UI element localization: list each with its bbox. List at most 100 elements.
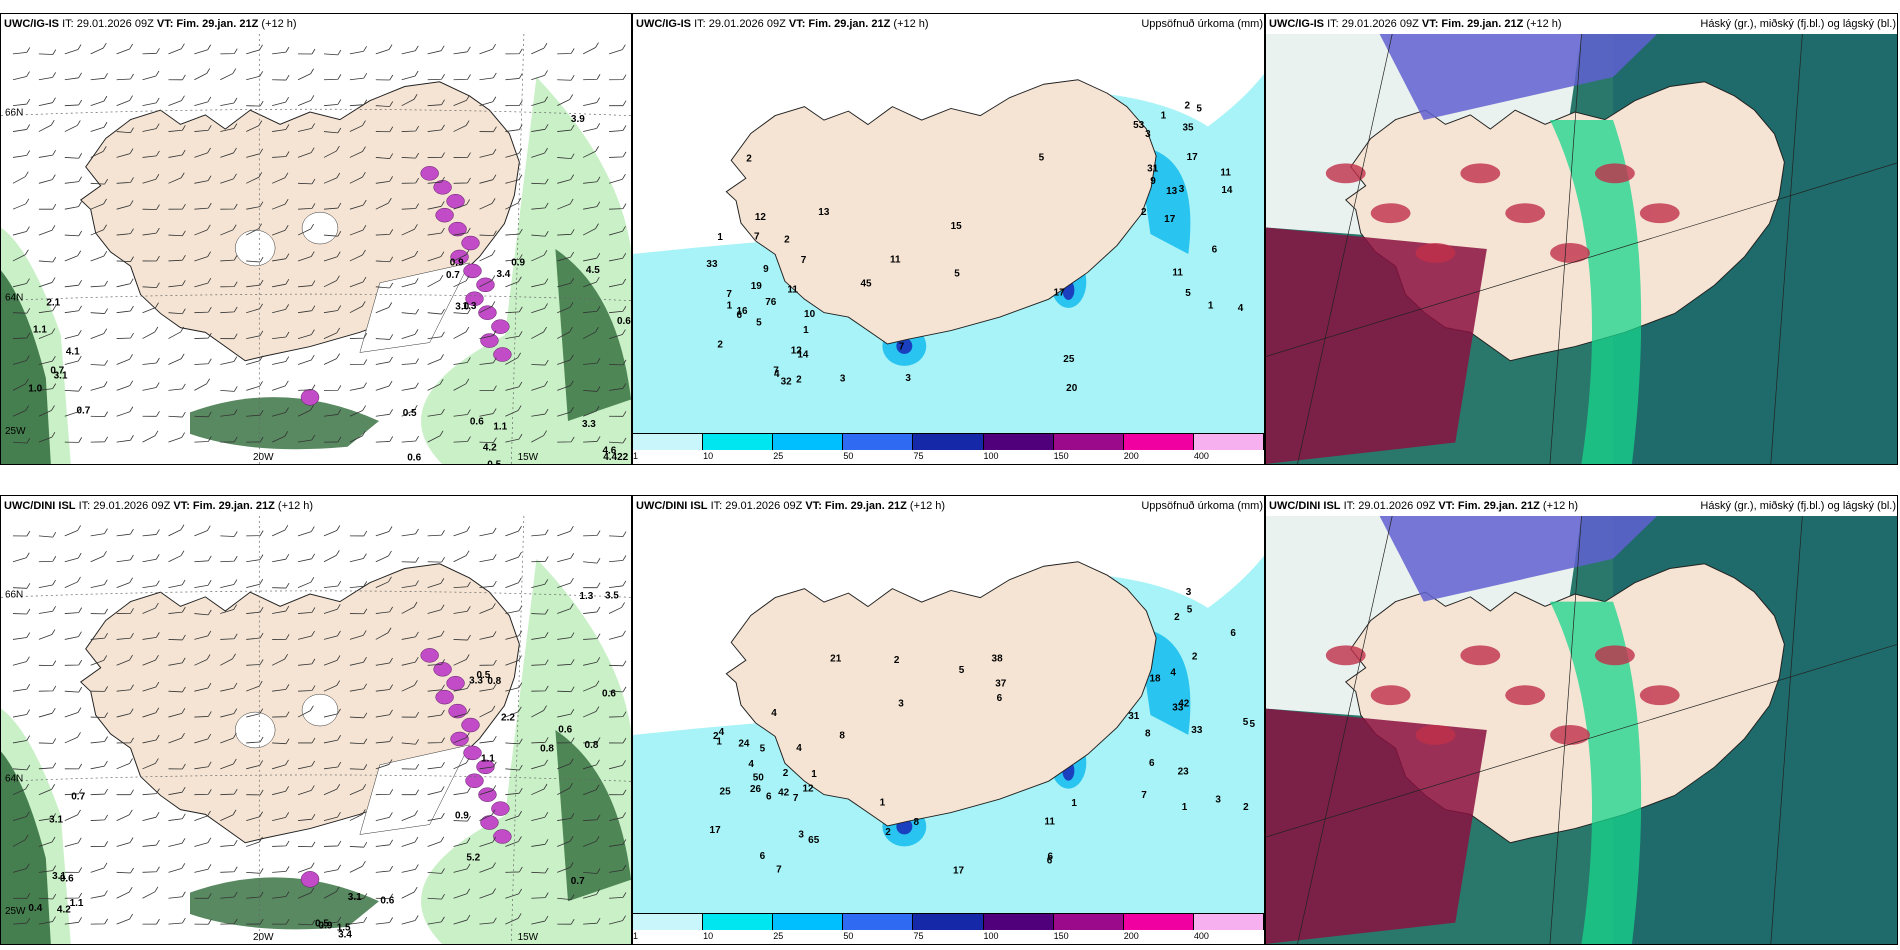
snow-patch [301, 693, 339, 727]
value-label: 6 [1047, 851, 1053, 862]
value-label: 16 [736, 306, 748, 317]
value-label: 6 [1230, 628, 1236, 639]
model-name: UWC/IG-IS [4, 18, 59, 30]
low-cloud-patch [1415, 243, 1456, 263]
value-label: 0.6 [470, 416, 484, 427]
value-label: 1.1 [33, 325, 47, 336]
value-label: 5 [756, 318, 762, 329]
value-label: 0.6 [602, 689, 616, 700]
init-time: IT: 29.01.2026 09Z [710, 500, 803, 512]
value-label: 17 [1187, 152, 1199, 163]
value-label: 4 [748, 759, 754, 770]
panel-wind-igis: UWC/IG-IS IT: 29.01.2026 09Z VT: Fim. 29… [0, 13, 632, 465]
panel-header: UWC/IG-IS IT: 29.01.2026 09Z VT: Fim. 29… [1, 14, 631, 34]
colorbar-swatch [1123, 914, 1194, 930]
colorbar-swatch [983, 914, 1054, 930]
value-label: 1 [717, 232, 723, 243]
value-label: 25 [720, 787, 732, 798]
value-label: 0.4 [28, 903, 42, 914]
value-label: 0.6 [380, 896, 394, 907]
precip-colorbar: 1 10 25 50 75 100 150 200 400 [633, 913, 1264, 944]
convective-cell [491, 319, 510, 334]
value-label: 1 [1182, 802, 1188, 813]
wind-barbs [12, 42, 627, 444]
convective-cell [480, 815, 499, 830]
value-label: 7 [899, 341, 905, 352]
wind-value-labels: 0.43.53.12.23.10.61.50.90.70.60.50.50.60… [28, 590, 619, 944]
value-label: 10 [804, 309, 816, 320]
map-wind[interactable]: 66N 64N 25W 20W 15W 0.7 0.6 0.6 0.9 2.1 4.6 1.1 3.0 3… [1, 34, 631, 464]
value-label: 1 [727, 301, 733, 312]
lon-label: 25W [5, 906, 26, 917]
value-label: 33 [706, 259, 718, 270]
value-label: 1.3 [579, 591, 593, 602]
precip-map-svg: 2212313342374250115665243818172623252133… [633, 516, 1264, 914]
value-label: 4 [771, 708, 777, 719]
value-label: 17 [710, 825, 722, 836]
map-precip[interactable]: 1 1 5 9 1 1 3 3 2 15 35 2 5 6 7 11 17 19 25 31 33 45 53 32 3 2 4 2 1… [633, 34, 1264, 434]
value-label: 0.8 [487, 676, 501, 687]
convective-cell [491, 801, 510, 816]
value-label: 5 [1243, 717, 1249, 728]
wind-barbs [12, 524, 627, 926]
init-time: IT: 29.01.2026 09Z [1327, 18, 1419, 30]
colorbar-swatch [1193, 434, 1264, 450]
map-clouds[interactable] [1266, 34, 1897, 464]
value-label: 3.1 [49, 815, 63, 826]
value-label: 4.5 [586, 265, 600, 276]
lead-time: (+12 h) [1542, 500, 1579, 512]
panel-precip-dini: UWC/DINI ISL IT: 29.01.2026 09Z VT: Fim.… [632, 495, 1265, 945]
colorbar-tick: 10 [703, 451, 714, 461]
colorbar-swatch [703, 434, 774, 450]
value-label: 3 [898, 699, 904, 710]
value-label: 32 [781, 377, 793, 388]
low-cloud-patch [1550, 243, 1590, 263]
iceland-landmass [725, 561, 1157, 827]
map-clouds[interactable] [1266, 516, 1897, 944]
value-label: 7 [1141, 790, 1147, 801]
colorbar-swatch [773, 914, 844, 930]
cloud-band [1549, 120, 1642, 464]
value-label: 4 [796, 743, 802, 754]
panel-title-right: Uppsöfnuð úrkoma (mm) [1141, 500, 1263, 512]
low-cloud-patch [1639, 685, 1680, 706]
map-wind[interactable]: 66N 64N 25W 20W 15W 0.4 3.5 3.1 2.2 3.1 0.6 1.5 0.9 0… [1, 516, 631, 944]
precip-value-labels: 2212313342374250115665243818172623252133… [710, 587, 1256, 877]
lon-label: 15W [518, 932, 539, 943]
value-label: 1.5 [337, 923, 351, 934]
value-label: 14 [1221, 185, 1233, 196]
value-label: 6 [1212, 245, 1218, 256]
convective-cell [478, 787, 497, 802]
value-label: 5 [1039, 153, 1045, 164]
low-cloud-patch [1550, 725, 1590, 745]
value-label: 11 [1172, 267, 1183, 278]
map-precip[interactable]: 2 2 12 31 33 42 37 42 50 11 5 6 6 5 24 38 18 17 26 23 25 21 33… [633, 516, 1264, 914]
panel-title-right: Háský (gr.), miðský (fj.bl.) og lágský (… [1700, 18, 1896, 30]
value-label: 0.7 [446, 270, 460, 281]
value-label: 4.422 [603, 452, 628, 463]
value-label: 6 [1149, 758, 1155, 769]
low-cloud-patch [1370, 685, 1411, 706]
precip-area [190, 877, 379, 930]
precip-area [555, 249, 631, 421]
value-label: 5 [1250, 719, 1256, 730]
value-label: 4 [1170, 668, 1176, 679]
convective-cell [461, 717, 480, 733]
lat-lon-grid [1, 34, 631, 464]
colorbar-swatch [913, 434, 984, 450]
lat-label: 64N [5, 773, 23, 784]
value-label: 0.5 [487, 459, 501, 464]
low-cloud-patch [1505, 685, 1546, 706]
value-label: 23 [1178, 767, 1190, 778]
panel-title-right: Uppsöfnuð úrkoma (mm) [1141, 18, 1263, 30]
value-label: 3 [798, 829, 804, 840]
value-label: 2.2 [501, 712, 515, 723]
colorbar-tick: 200 [1123, 931, 1139, 941]
value-label: 37 [995, 679, 1007, 690]
value-label: 0.6 [617, 316, 631, 327]
snow-patch [359, 744, 470, 835]
convective-cell [461, 235, 480, 251]
panel-wind-dini: UWC/DINI ISL IT: 29.01.2026 09Z VT: Fim.… [0, 495, 632, 945]
